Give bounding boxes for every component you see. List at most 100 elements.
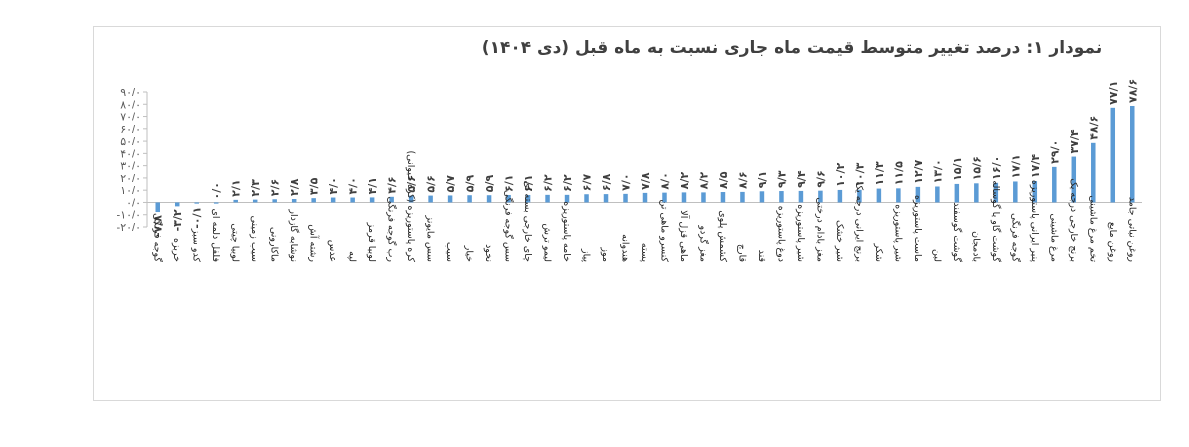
data-label: ۷۸/۶ [1126,79,1139,103]
category-label: دوغ پاستوریزه [775,206,786,262]
bar [779,191,784,203]
category-label: قارچ [736,244,747,262]
bar [369,197,375,203]
bar [837,189,843,203]
bar [350,197,355,203]
category-label: پیاز [581,248,592,262]
bar [233,199,238,203]
data-label: ۱۱/۳ [873,161,886,185]
data-label: ۴/۶ [386,176,399,193]
data-label: ۲۹/۰ [1048,140,1061,164]
category-label: شیر پاستوریزه [795,204,806,262]
y-tick-label: ۳۰/۰ [120,161,141,173]
category-label: کره پاستوریزه (کره حیوانی) [405,150,416,262]
bar [291,199,297,203]
bar [1091,142,1096,203]
data-label: ۵/۶ [425,175,438,192]
bar [935,186,940,203]
bar [1052,166,1057,203]
category-label: چای خارجی بسته ای [522,180,533,262]
data-label: ۲/۶ [269,179,282,196]
data-label: ۴/۰ [327,177,340,194]
category-label: لبن [931,249,942,262]
category-label: ماست پاستوریزه [912,195,923,262]
category-label: پنیر ایرانی پاستوریزه [1029,180,1040,262]
category-label: گوشت گاو یا گوساله [990,180,1002,262]
category-label: خربزه [171,238,182,262]
category-label: شیر خشک [834,220,845,262]
data-label: ۱۵/۱ [951,157,964,181]
category-label: روغن نباتی جامد [1126,197,1137,263]
bar [993,182,999,203]
data-label: ۷۷/۱ [1107,81,1120,105]
data-label: ۷/۰ [620,173,633,190]
data-label: ۴/۰ [347,177,360,194]
bar [954,183,960,203]
data-label: -۷/۸ [152,215,165,237]
bar [974,183,979,203]
category-label: برنج ایرانی درجه یک [853,182,864,262]
bar [506,194,511,203]
category-label: عدس [327,240,338,262]
data-label: ۸/۶ [736,171,749,188]
y-tick-label: ۲۰/۰ [120,173,141,185]
data-label: -۰/۱ [191,207,204,229]
y-tick-label: ۵۰/۰ [120,136,141,148]
data-label: ۱۲/۷ [912,159,925,183]
category-label: برنج خارجی درجه یک [1068,178,1079,262]
data-label: ۸/۲ [678,172,691,190]
bar [389,196,394,203]
category-label: کشمش پلوی [717,210,728,262]
category-label: مرغ ماشینی [1048,213,1059,262]
data-label: ۹/۴ [795,170,808,188]
category-label: شیر پاستوریزه [892,204,903,262]
bar [252,199,258,203]
category-label: ماهی قزل آلا [678,210,691,262]
data-label: ۱۳/۰ [931,159,944,183]
category-label: بادمجان [970,231,981,262]
bar [681,192,687,203]
data-label: ۶/۱ [522,175,535,192]
category-label: شکر [873,243,884,262]
data-label: ۱۷/۱ [1009,154,1022,178]
bar [1013,181,1018,203]
data-label: ۵/۹ [483,174,496,192]
data-label: ۱۶/۰ [990,156,1003,180]
bar [564,194,570,203]
chart-title: نمودار ۱: درصد تغییر متوسط قیمت ماه جاری… [481,38,1103,58]
data-label: ۲/۳ [249,179,262,197]
chart-frame [93,26,1161,401]
y-tick-label: ۸۰/۰ [120,99,141,111]
category-label: رب گوجه فرنگی [386,196,398,262]
data-label: ۹/۶ [814,170,827,187]
bar [194,202,199,204]
data-label: ۱۰/۲ [834,162,847,186]
bar [759,191,765,203]
data-label: ۱۷/۴ [1029,154,1042,178]
y-tick-label: ۴۰/۰ [120,148,141,160]
y-tick-label: -۲۰/۰ [117,222,141,234]
category-label: لیمو ترش [542,223,553,262]
category-label: سیب [444,242,455,262]
category-label: گوشت گوسفند [951,202,963,262]
bar [408,195,414,203]
bar [584,194,589,203]
bar [701,192,706,203]
bar [857,189,862,203]
bar [486,195,492,203]
category-label: نخود [483,244,494,262]
data-label: ۲/۸ [288,178,301,196]
bar [603,194,609,203]
data-label: ۳۷/۴ [1068,129,1081,153]
bar [428,195,433,203]
category-label: سس مایونز [425,214,436,262]
bar [545,194,550,203]
category-label: گوجه فرنگی [1009,213,1021,262]
bar [1130,105,1135,203]
data-label: ۵/۶ [405,175,418,192]
bar [1071,156,1077,203]
category-label: گوجه فرنگی [152,213,164,262]
bar [642,192,648,203]
bar [915,186,921,203]
